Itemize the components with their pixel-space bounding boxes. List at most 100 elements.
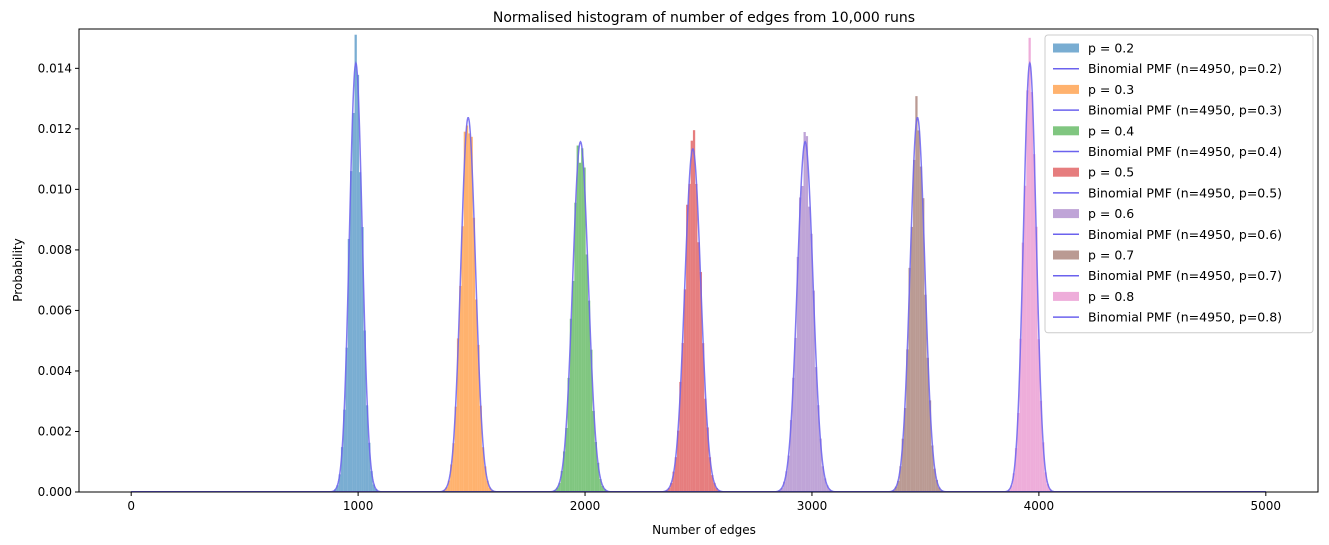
histogram-bar [370,471,373,492]
histogram-bar [697,242,700,492]
histogram-bar [690,140,693,492]
histogram-bar [892,490,895,492]
histogram-bar [356,74,360,492]
axes-frame [78,28,1319,493]
histogram-bar [361,227,364,492]
histogram-bar [578,162,582,492]
histogram-bar [558,482,561,492]
histogram-bar [686,204,689,492]
histogram-bar [810,233,813,492]
y-tick-label: 0.006 [38,303,72,317]
x-tick-label: 2000 [570,499,601,513]
histogram-series-5 [778,132,834,492]
legend-entry-label: p = 0.6 [1088,206,1134,221]
histogram-bar [486,480,489,492]
histogram-bar [343,409,346,492]
histogram-bar [796,256,799,492]
histogram-bar [345,347,348,492]
histogram-bar [805,136,809,492]
histogram-bar [1014,448,1018,492]
histogram-bar [592,410,595,492]
histogram-bar [479,405,482,492]
y-tick-label: 0.010 [38,182,72,196]
histogram-bar [823,478,827,492]
histogram-bar [336,485,339,492]
histogram-bar [695,183,698,492]
histogram-bar [801,185,804,492]
chart-title: Normalised histogram of number of edges … [493,10,915,26]
legend: p = 0.2 Binomial PMF (n=4950, p=0.2) p = 0… [1044,34,1314,334]
histogram-bar [699,272,702,492]
histogram-bar [463,131,466,492]
histogram-bar [708,457,712,492]
histogram-bar [826,485,829,492]
x-axis-label: Number of edges [652,523,756,537]
histogram-bar [670,483,673,492]
legend-entry-label: Binomial PMF (n=4950, p=0.7) [1088,268,1282,283]
histogram-bar [560,470,563,492]
histogram-bar [472,217,476,492]
histogram-bar [828,489,831,492]
histogram-series-2 [443,125,494,492]
histogram-bar [1021,242,1024,492]
legend-entry-label: Binomial PMF (n=4950, p=0.4) [1088,144,1282,159]
histogram-bar [1010,485,1013,492]
histogram-series-7 [1008,37,1054,492]
histogram-bar [565,428,568,492]
histogram-bar [1030,92,1034,492]
histogram-bar [590,349,593,492]
histogram-bar [787,455,790,492]
histogram-bar [897,480,900,492]
histogram-bar [1012,473,1015,492]
legend-patch [1053,126,1079,136]
histogram-series-6 [892,96,943,492]
histogram-bar [368,442,371,492]
histogram-bar [701,343,705,492]
histogram-bar [556,487,559,492]
histogram-bar [372,484,375,492]
histogram-bar [374,489,378,492]
histogram-bar [821,466,824,492]
histogram-bar [792,377,795,492]
y-tick-label: 0.008 [38,243,72,257]
histogram-bar [581,148,584,492]
histogram-bar [928,400,932,492]
histogram-bar [672,471,675,492]
histogram-bar [594,442,598,492]
histogram-bar [601,485,604,492]
legend-entry-label: p = 0.8 [1088,289,1134,304]
x-tick-label: 0 [127,499,135,513]
histogram-bar [783,481,786,492]
x-tick-label: 1000 [343,499,374,513]
histogram-bar [677,430,680,492]
y-tick-label: 0.014 [38,61,72,75]
histogram-bar [789,420,793,492]
histogram-bar [817,405,820,492]
x-tick-label: 3000 [797,499,828,513]
histogram-bar [572,280,575,492]
histogram-bar [583,167,586,492]
y-tick-label: 0.002 [38,424,72,438]
y-tick-label: 0.000 [38,485,72,499]
histogram-bar [359,172,362,492]
histogram-bar [926,357,929,492]
histogram-bar [465,125,469,492]
histogram-bar [808,206,811,492]
histogram-bar [715,488,718,492]
legend-entry-label: p = 0.5 [1088,165,1134,180]
histogram-bar [454,406,457,492]
histogram-bar [574,202,577,492]
legend-patch [1053,291,1079,301]
histogram-bar [814,367,818,492]
histogram-bar [338,474,341,492]
legend-entry-label: p = 0.3 [1088,82,1134,97]
histogram-bar [913,159,916,492]
histogram-bar [354,34,357,492]
legend-box [1044,34,1314,334]
histogram-bar [347,238,351,492]
histogram-bar [1035,226,1038,492]
histogram-series-3 [553,145,609,492]
histogram-bar [681,343,684,492]
histogram-bar [459,285,462,492]
